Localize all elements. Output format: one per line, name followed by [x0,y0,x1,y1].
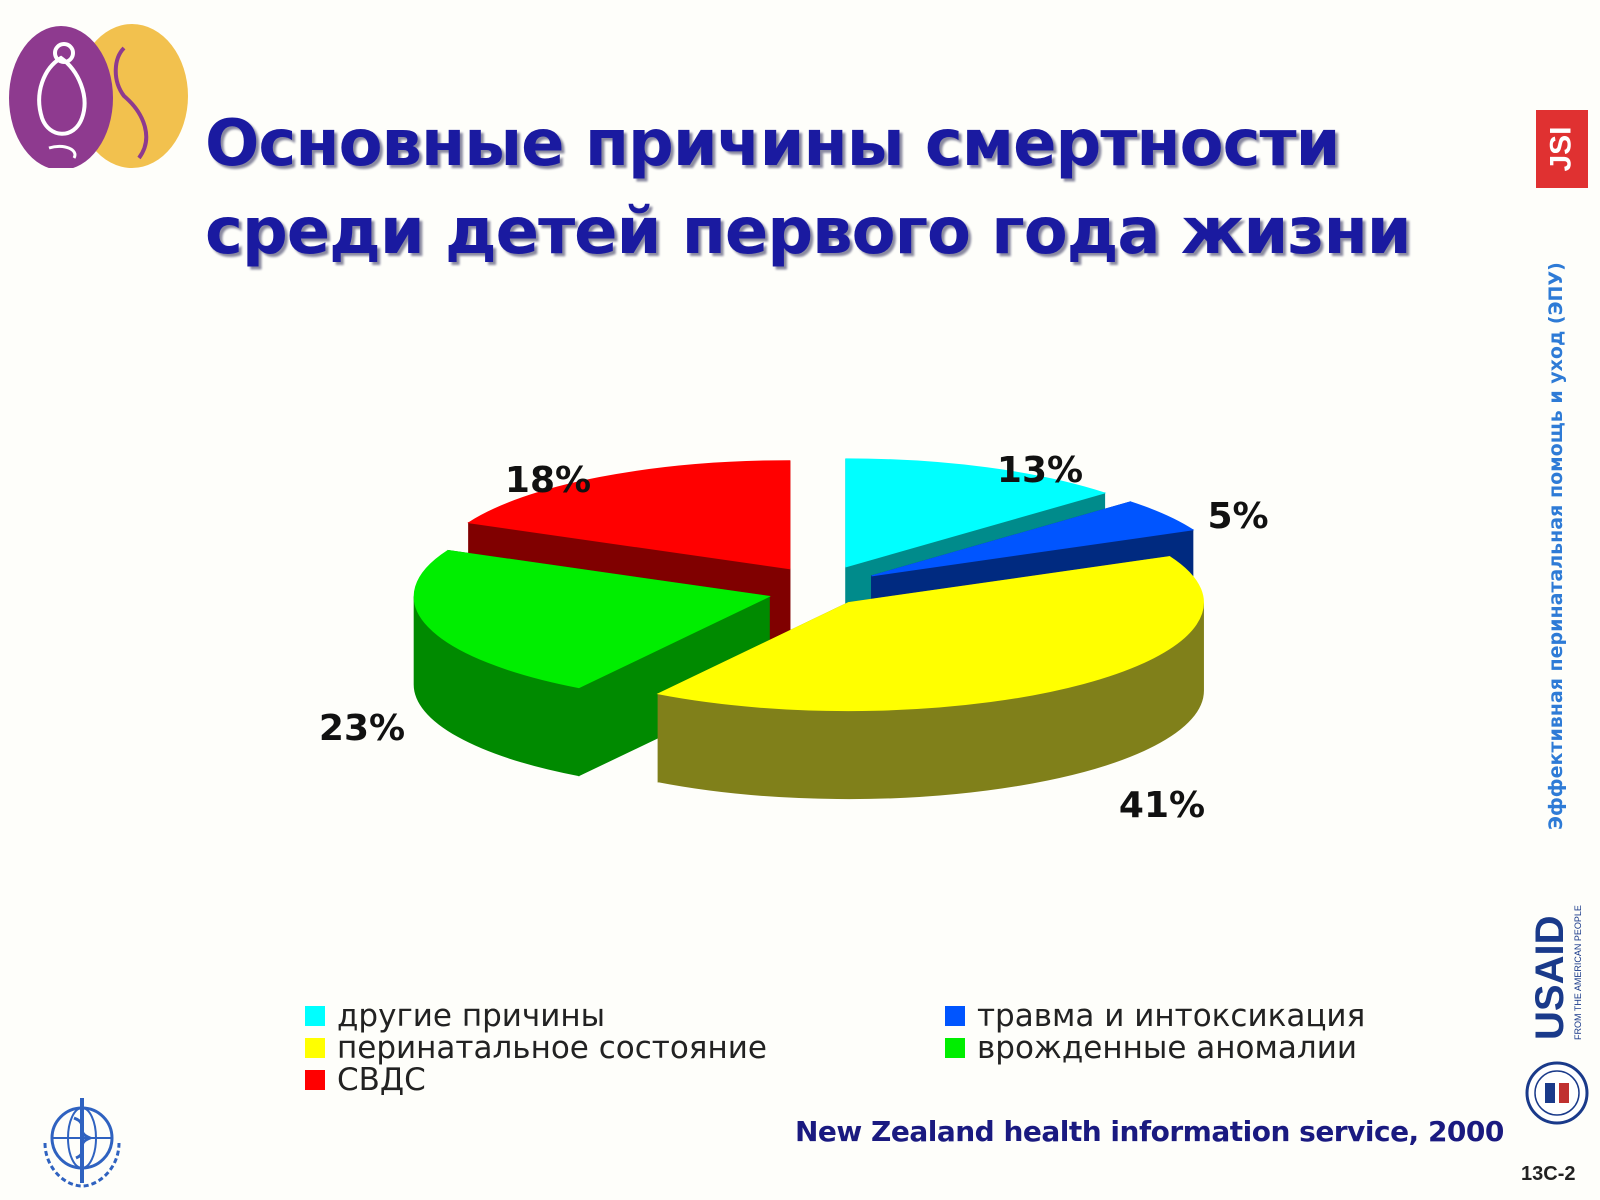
data-label-perinatal: 41% [1119,785,1205,826]
who-emblem-icon [43,1098,121,1188]
legend-label-congenital: врожденные аномалии [977,1030,1358,1066]
legend-swatch-sids [305,1070,325,1090]
legend-label-other: другие причины [337,998,606,1034]
slice-top-sids [467,460,791,570]
pie-labels: 13% 5% 41% 23% 18% [319,450,1269,826]
legend-swatch-perinatal [305,1038,325,1058]
data-label-sids: 18% [505,460,591,501]
legend-item-perinatal: перинатальное состояние [305,1030,945,1066]
slice-top-trauma [871,501,1195,577]
usaid-logo: USAID FROM THE AMERICAN PEOPLE [1525,905,1589,1125]
jsi-logo: JSI [1536,110,1588,188]
slice-top-perinatal [656,556,1204,712]
title-line-1: Основные причины смертности [205,107,1340,181]
usaid-seal-icon [1525,1061,1589,1125]
slide-id: 13C-2 [1521,1163,1576,1185]
legend-item-trauma: травма и интоксикация [945,998,1425,1034]
legend-label-sids: СВДС [337,1062,426,1098]
legend-item-congenital: врожденные аномалии [945,1030,1425,1066]
title-line-2: среди детей первого года жизни [205,195,1412,269]
logo-icon [9,24,188,168]
legend-label-perinatal: перинатальное состояние [337,1030,767,1066]
slice-top-other [845,458,1107,568]
chart-source: New Zealand health information service, … [795,1115,1504,1148]
usaid-tagline: FROM THE AMERICAN PEOPLE [1573,905,1583,1040]
legend-swatch-trauma [945,1006,965,1026]
legend-label-trauma: травма и интоксикация [977,998,1366,1034]
data-label-other: 13% [997,450,1083,491]
slide-title: Основные причины смертности среди детей … [205,100,1505,276]
usaid-logo-text: USAID [1528,916,1572,1040]
legend-swatch-congenital [945,1038,965,1058]
pie-tops [413,458,1204,712]
data-label-trauma: 5% [1207,496,1268,537]
legend-item-other: другие причины [305,998,945,1034]
legend-swatch-other [305,1006,325,1026]
data-label-congenital: 23% [319,708,405,749]
chart-legend: другие причины травма и интоксикация пер… [305,998,1425,1098]
slice-top-congenital [413,549,771,689]
legend-item-sids: СВДС [305,1062,945,1098]
